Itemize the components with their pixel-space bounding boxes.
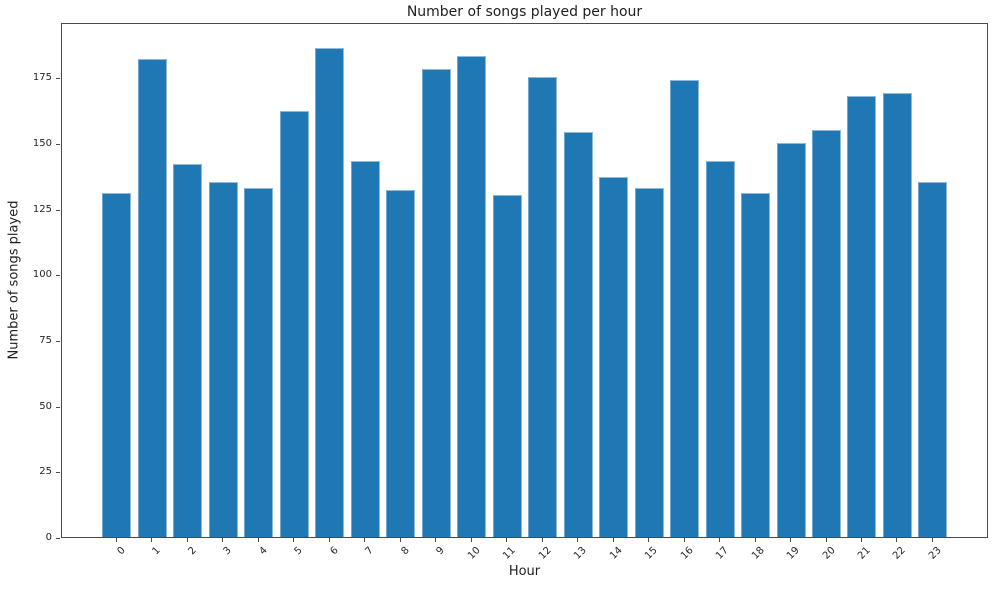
x-tick-mark-2 bbox=[186, 538, 188, 542]
x-tick-mark-23 bbox=[931, 538, 933, 542]
x-tick-mark-19 bbox=[790, 538, 791, 542]
x-tick-mark-20 bbox=[825, 538, 827, 542]
bar-hour-10 bbox=[457, 56, 487, 537]
y-tick-mark-175 bbox=[56, 78, 60, 80]
y-tick-label-75: 75 bbox=[39, 334, 52, 346]
bar-hour-18 bbox=[741, 192, 770, 537]
x-tick-mark-8 bbox=[399, 538, 401, 542]
y-tick-label-125: 125 bbox=[32, 203, 52, 215]
bar-hour-12 bbox=[528, 77, 558, 537]
bar-hour-17 bbox=[705, 161, 735, 537]
bar-hour-20 bbox=[812, 129, 841, 537]
bar-hour-15 bbox=[634, 187, 664, 537]
bar-hour-16 bbox=[670, 79, 699, 537]
y-tick-label-50: 50 bbox=[39, 400, 52, 412]
x-tick-mark-16 bbox=[683, 538, 685, 542]
x-tick-mark-1 bbox=[151, 538, 153, 542]
x-tick-mark-10 bbox=[470, 538, 472, 542]
x-tick-mark-14 bbox=[612, 538, 614, 542]
bar-hour-11 bbox=[492, 195, 522, 537]
y-tick-mark-100 bbox=[56, 275, 60, 277]
x-tick-mark-0 bbox=[115, 538, 117, 542]
y-tick-label-100: 100 bbox=[32, 269, 52, 281]
y-tick-mark-75 bbox=[56, 340, 60, 342]
y-tick-label-25: 25 bbox=[39, 466, 52, 478]
y-tick-mark-50 bbox=[56, 406, 60, 408]
y-tick-mark-150 bbox=[56, 143, 60, 145]
bar-hour-0 bbox=[102, 192, 132, 537]
bar-hour-21 bbox=[847, 95, 877, 537]
plot-area bbox=[61, 23, 988, 538]
bar-hour-22 bbox=[882, 92, 912, 537]
x-tick-mark-18 bbox=[754, 538, 756, 542]
x-tick-mark-11 bbox=[506, 538, 508, 542]
x-axis-label: Hour bbox=[508, 564, 541, 579]
bar-hour-3 bbox=[208, 182, 238, 537]
bar-hour-2 bbox=[173, 163, 203, 537]
y-tick-mark-0 bbox=[56, 538, 60, 539]
y-tick-label-0: 0 bbox=[45, 532, 52, 543]
x-tick-mark-22 bbox=[896, 538, 898, 542]
x-tick-mark-6 bbox=[328, 538, 330, 542]
y-tick-label-175: 175 bbox=[32, 72, 52, 84]
bar-hour-9 bbox=[421, 69, 451, 537]
y-tick-mark-25 bbox=[56, 472, 60, 474]
x-tick-mark-7 bbox=[364, 538, 366, 542]
x-tick-mark-4 bbox=[257, 538, 259, 542]
x-tick-mark-13 bbox=[577, 538, 579, 542]
bar-hour-4 bbox=[244, 187, 274, 537]
x-tick-mark-12 bbox=[541, 538, 543, 542]
y-tick-label-150: 150 bbox=[32, 137, 52, 149]
bar-hour-8 bbox=[386, 190, 416, 537]
bar-hour-6 bbox=[315, 48, 345, 537]
bar-hour-19 bbox=[776, 142, 806, 537]
bar-hour-5 bbox=[279, 111, 309, 537]
x-tick-mark-15 bbox=[648, 538, 650, 542]
bar-hour-7 bbox=[350, 161, 380, 537]
bar-hour-1 bbox=[137, 58, 167, 537]
x-tick-mark-21 bbox=[860, 538, 862, 542]
chart-title: Number of songs played per hour bbox=[406, 4, 643, 20]
x-tick-mark-9 bbox=[435, 538, 437, 542]
bar-hour-13 bbox=[563, 132, 593, 537]
x-tick-mark-5 bbox=[293, 538, 295, 542]
y-tick-mark-125 bbox=[56, 209, 60, 211]
x-tick-mark-17 bbox=[719, 538, 720, 542]
x-tick-mark-3 bbox=[222, 538, 224, 542]
bar-hour-14 bbox=[599, 177, 629, 537]
bar-hour-23 bbox=[918, 182, 948, 537]
